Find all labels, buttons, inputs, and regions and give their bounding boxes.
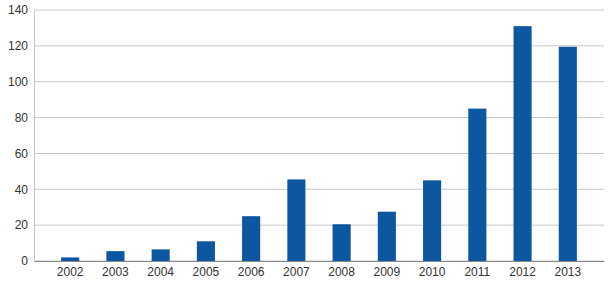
bar: [333, 224, 351, 261]
chart: 0204060801001201402002200320042005200620…: [0, 0, 614, 287]
y-tick-label: 60: [15, 147, 29, 161]
x-tick: 2003: [102, 261, 129, 279]
x-tick-label: 2004: [147, 265, 174, 279]
x-tick-label: 2008: [328, 265, 355, 279]
bar: [423, 180, 441, 261]
bar: [468, 109, 486, 261]
x-tick-label: 2002: [57, 265, 84, 279]
y-tick-label: 100: [8, 75, 28, 89]
bar: [378, 212, 396, 261]
x-tick: 2013: [554, 261, 581, 279]
y-tick: 0: [21, 254, 34, 268]
y-tick-label: 140: [8, 3, 28, 17]
bar: [106, 251, 124, 261]
x-tick: 2011: [464, 261, 490, 279]
y-tick-label: 40: [15, 183, 29, 197]
x-tick: 2009: [374, 261, 401, 279]
y-tick-label: 120: [8, 39, 28, 53]
x-tick: 2005: [193, 261, 220, 279]
bar: [514, 26, 532, 261]
x-tick-label: 2012: [509, 265, 536, 279]
bar: [197, 241, 215, 261]
x-axis: 2002 2003 2004 2005 2006 2007 2008 2009 2010 2011…: [35, 261, 605, 279]
y-tick: 120: [8, 39, 34, 53]
x-tick: 2008: [328, 261, 355, 279]
x-tick: 2004: [147, 261, 174, 279]
x-tick: 2007: [283, 261, 310, 279]
x-tick-label: 2009: [374, 265, 401, 279]
y-tick: 100: [8, 75, 34, 89]
plot: 0204060801001201402002200320042005200620…: [8, 3, 605, 278]
x-tick-label: 2007: [283, 265, 310, 279]
y-tick: 40: [15, 183, 34, 197]
bar: [559, 47, 577, 261]
y-axis-line: [34, 11, 35, 262]
grid: [34, 10, 604, 261]
bars: [61, 26, 577, 261]
x-tick-label: 2003: [102, 265, 129, 279]
x-tick-label: 2013: [554, 265, 581, 279]
bar: [61, 257, 79, 261]
y-tick-label: 20: [15, 218, 29, 232]
y-tick-label: 80: [15, 111, 29, 125]
y-tick: 20: [15, 218, 34, 232]
x-tick-label: 2011: [464, 265, 490, 279]
x-tick: 2006: [238, 261, 265, 279]
grid-line: [34, 10, 604, 11]
y-axis: 0 20 40 60 80 100 120 140: [8, 3, 35, 268]
bar: [152, 249, 170, 261]
y-tick: 140: [8, 3, 34, 17]
y-tick: 80: [15, 111, 34, 125]
x-tick-label: 2010: [419, 265, 446, 279]
bar: [287, 179, 305, 261]
x-tick: 2010: [419, 261, 446, 279]
bar: [242, 216, 260, 261]
x-tick-label: 2005: [193, 265, 220, 279]
y-tick-label: 0: [21, 254, 28, 268]
x-tick: 2012: [509, 261, 536, 279]
y-tick: 60: [15, 147, 34, 161]
x-tick-label: 2006: [238, 265, 265, 279]
x-axis-line: [35, 261, 605, 262]
x-tick: 2002: [57, 261, 84, 279]
